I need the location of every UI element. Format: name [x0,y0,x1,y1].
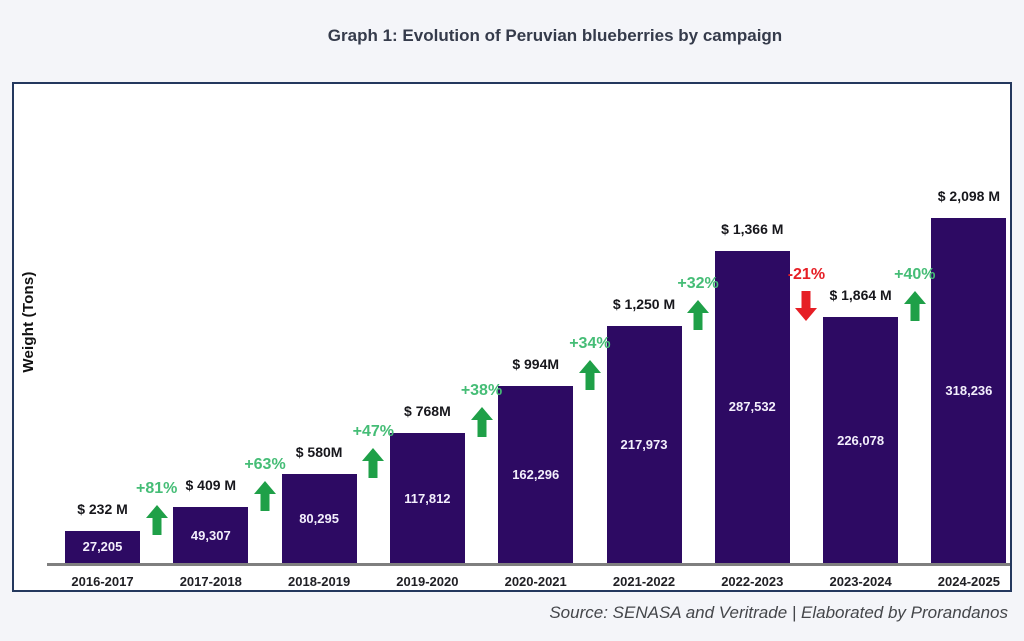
x-tick-label: 2023-2024 [829,574,892,589]
increase-arrow-icon [470,407,493,438]
x-tick-label: 2024-2025 [937,574,1000,589]
bar-value-label: 117,812 [404,490,451,506]
chart-panel: Weight (Tons) 27,205 $ 232 M 2016-2017 49,3… [12,82,1012,592]
bar-money-label: $ 768M [404,403,451,420]
change-pct-label: -21% [787,266,826,283]
increase-arrow-icon [254,481,276,511]
change-pct-label: +34% [569,334,611,352]
increase-arrow-icon [145,504,168,535]
page-title: Graph 1: Evolution of Peruvian blueberri… [327,26,783,45]
bar-money-label: $ 994M [512,355,560,372]
bar-2023-2024: 226,078 [823,317,899,563]
change-pct-label: +38% [460,382,503,400]
increase-arrow-icon [687,299,710,330]
change-pct-label: +32% [677,274,719,292]
bar-value-label: 49,307 [190,527,231,543]
source-text: Source: SENASA and Veritrade | Elaborate… [549,603,1008,622]
change-pct-label: +47% [352,422,394,440]
bar-2021-2022: 217,973 [606,325,682,563]
bar-money-label: $ 2,098 M [937,187,1001,204]
bar-2022-2023: 287,532 [714,250,790,563]
bar-value-label: 27,205 [82,539,123,555]
increase-arrow-icon [578,359,601,390]
change-pct-label: +63% [244,456,286,473]
change-pct-label: +40% [894,266,936,283]
bar-2017-2018: 49,307 [173,507,249,563]
bar-money-label: $ 232 M [77,500,128,517]
change-pct-label: +81% [136,479,178,497]
bar-money-label: $ 1,864 M [829,287,892,303]
x-tick-label: 2016-2017 [71,574,134,589]
bar-money-label: $ 409 M [185,477,237,493]
bar-value-label: 226,078 [837,432,885,448]
bar-money-label: $ 1,250 M [612,295,676,312]
x-axis-baseline [47,563,1010,566]
x-tick-label: 2019-2020 [396,574,459,589]
x-tick-label: 2022-2023 [721,574,784,589]
bar-2018-2019: 80,295 [281,473,357,563]
decrease-arrow-icon [795,291,818,321]
bar-value-label: 217,973 [620,436,668,452]
bar-money-label: $ 1,366 M [721,220,784,237]
plot-area: 27,205 $ 232 M 2016-2017 49,307 $ 409 M 2017-… [14,84,1010,590]
x-tick-label: 2017-2018 [179,574,242,589]
bar-2024-2025: 318,236 [931,217,1007,563]
bar-2019-2020: 117,812 [389,433,465,563]
x-tick-label: 2018-2019 [288,574,351,589]
bar-2016-2017: 27,205 [65,530,140,563]
bar-2020-2021: 162,296 [498,385,574,563]
increase-arrow-icon [362,447,385,478]
bar-value-label: 318,236 [945,382,993,398]
bar-value-label: 80,295 [299,510,339,526]
bar-value-label: 287,532 [728,399,776,415]
bar-money-label: $ 580M [295,443,343,460]
bar-value-label: 162,296 [512,466,560,482]
increase-arrow-icon [903,291,926,321]
x-tick-label: 2020-2021 [504,574,567,589]
x-tick-label: 2021-2022 [612,574,676,589]
